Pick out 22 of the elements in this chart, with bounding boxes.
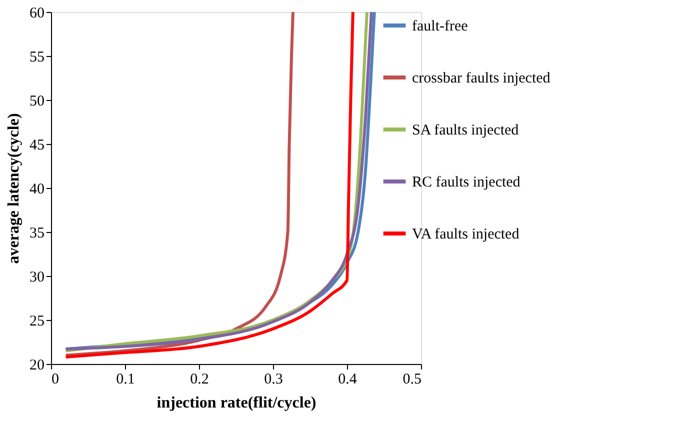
- y-tick-label: 40: [30, 182, 44, 198]
- y-axis-title: average latency(cycle): [6, 113, 22, 264]
- legend-label: RC faults injected: [412, 174, 521, 190]
- x-tick-label: 0.3: [264, 372, 283, 388]
- x-tick-label: 0.2: [190, 372, 209, 388]
- y-tick-label: 55: [30, 50, 44, 66]
- legend-label: crossbar faults injected: [412, 70, 551, 86]
- y-tick-label: 35: [30, 226, 44, 242]
- legend-label: SA faults injected: [412, 122, 520, 138]
- x-tick-label: 0.5: [402, 372, 422, 388]
- x-axis-title: injection rate(flit/cycle): [156, 394, 316, 412]
- x-tick-label: 0.4: [338, 372, 358, 388]
- y-tick-label: 50: [30, 94, 44, 110]
- y-tick-label: 60: [30, 6, 44, 22]
- x-tick-label: 0: [52, 372, 59, 388]
- y-tick-label: 25: [30, 314, 44, 330]
- y-tick-label: 20: [30, 358, 44, 374]
- legend-label: VA faults injected: [412, 226, 520, 242]
- x-tick-label: 0.1: [116, 372, 135, 388]
- legend-label: fault-free: [412, 18, 468, 34]
- y-tick-label: 30: [30, 270, 44, 286]
- y-tick-label: 45: [30, 138, 44, 154]
